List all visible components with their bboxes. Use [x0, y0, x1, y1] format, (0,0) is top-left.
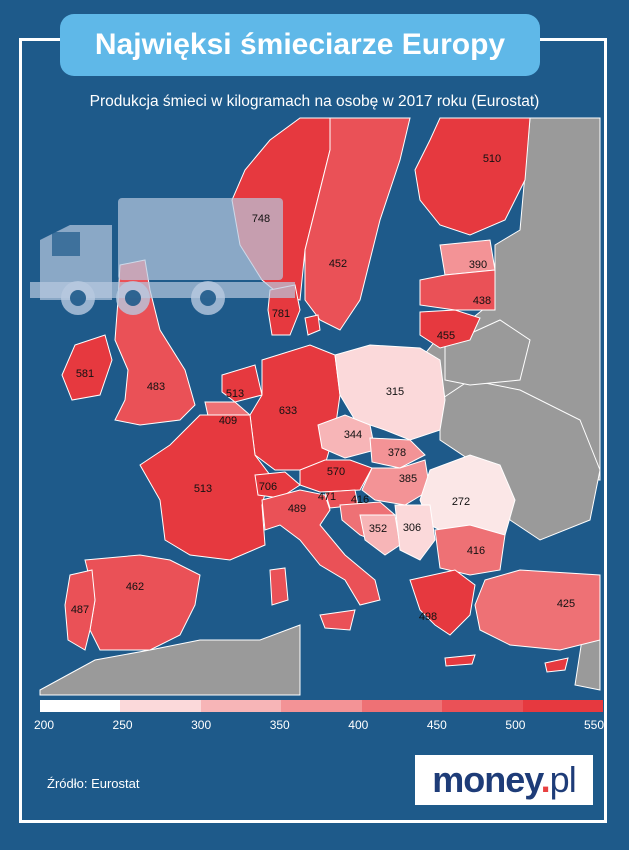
- label-germany: 633: [279, 405, 297, 417]
- legend-tick-550: 550: [583, 718, 605, 732]
- label-austria: 570: [327, 466, 345, 478]
- region-crete: [444, 654, 476, 667]
- region-switzerland: [254, 471, 301, 499]
- legend-segment-5: [442, 700, 523, 712]
- label-hungary: 385: [399, 473, 417, 485]
- money-pl-logo: money.pl: [415, 755, 593, 805]
- truck-icon: [30, 198, 295, 300]
- label-greece: 498: [419, 611, 437, 623]
- region-sweden: [304, 117, 411, 331]
- label-uk: 483: [147, 381, 165, 393]
- label-estonia: 390: [469, 259, 487, 271]
- region-sardinia: [269, 567, 289, 606]
- label-netherlands: 513: [226, 388, 244, 400]
- page-title: Najwięksi śmieciarze Europy: [94, 28, 506, 61]
- region-poland: [334, 344, 446, 441]
- region-turkey: [474, 569, 601, 651]
- region-ireland: [61, 334, 113, 401]
- legend-tick-400: 400: [348, 718, 369, 732]
- region-france: [139, 414, 271, 561]
- label-bulgaria: 416: [467, 545, 485, 557]
- label-sweden: 452: [329, 258, 347, 270]
- label-bosnia: 352: [369, 523, 387, 535]
- region-slovakia: [369, 437, 426, 469]
- region-cyprus: [544, 657, 569, 673]
- legend-tick-350: 350: [269, 718, 290, 732]
- source-note: Źródło: Eurostat: [47, 776, 140, 791]
- subtitle: Produkcja śmieci w kilogramach na osobę …: [89, 93, 540, 110]
- label-belgium: 409: [219, 415, 237, 427]
- label-switzerland: 706: [259, 481, 277, 493]
- label-finland: 510: [483, 153, 501, 165]
- region-finland: [414, 117, 531, 236]
- region-spain: [84, 554, 201, 651]
- region-bosnia: [359, 514, 401, 556]
- label-portugal: 487: [71, 604, 89, 616]
- region-italy: [261, 489, 381, 606]
- region-austria: [299, 459, 373, 493]
- region-serbia: [394, 504, 436, 561]
- legend-segment-1: [120, 700, 201, 712]
- label-slovenia: 471: [318, 491, 336, 503]
- legend-segment-0: [40, 700, 121, 712]
- label-latvia: 438: [473, 295, 491, 307]
- legend-bar: [40, 700, 603, 712]
- logo-text: money.pl: [432, 759, 576, 800]
- region-greece: [409, 569, 476, 636]
- legend-segment-6: [522, 700, 603, 712]
- legend-tick-450: 450: [426, 718, 447, 732]
- label-serbia: 306: [403, 522, 421, 534]
- label-norway: 748: [252, 213, 270, 225]
- label-czechia: 344: [344, 429, 362, 441]
- land-north-africa: [39, 624, 301, 696]
- region-lithuania: [419, 309, 481, 349]
- label-spain: 462: [126, 581, 144, 593]
- region-sicily: [319, 609, 356, 631]
- label-denmark: 781: [272, 308, 290, 320]
- legend-tick-200: 200: [33, 718, 55, 732]
- region-hungary: [361, 459, 431, 506]
- legend-tick-500: 500: [505, 718, 526, 732]
- region-portugal: [64, 569, 96, 651]
- label-turkey: 425: [557, 598, 575, 610]
- label-ireland: 581: [76, 368, 94, 380]
- legend-segment-2: [200, 700, 282, 712]
- label-romania: 272: [452, 496, 470, 508]
- legend-tick-300: 300: [191, 718, 212, 732]
- region-bulgaria: [434, 524, 506, 576]
- label-poland: 315: [386, 386, 404, 398]
- label-lithuania: 455: [437, 330, 455, 342]
- region-netherlands: [221, 364, 263, 403]
- legend-segment-3: [281, 700, 362, 712]
- label-croatia: 416: [351, 494, 369, 506]
- legend-segment-4: [361, 700, 443, 712]
- title-banner: Najwięksi śmieciarze Europy: [60, 14, 540, 76]
- label-france: 513: [194, 483, 212, 495]
- label-slovakia: 378: [388, 447, 406, 459]
- region-latvia: [419, 269, 496, 311]
- legend-tick-250: 250: [112, 718, 133, 732]
- label-italy: 489: [288, 503, 306, 515]
- region-denmark-isle: [304, 314, 321, 336]
